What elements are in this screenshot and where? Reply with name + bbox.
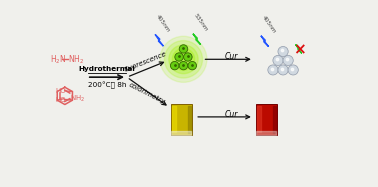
Polygon shape: [155, 34, 163, 46]
Circle shape: [273, 55, 283, 65]
Text: ×: ×: [293, 42, 305, 57]
Circle shape: [188, 62, 197, 70]
Text: fluorescence: fluorescence: [124, 50, 167, 73]
Circle shape: [172, 48, 195, 70]
Text: 200°C， 8h: 200°C， 8h: [88, 82, 126, 89]
Circle shape: [283, 55, 293, 65]
Text: $\mathregular{NH_2}$: $\mathregular{NH_2}$: [68, 53, 85, 66]
Text: 535nm: 535nm: [193, 13, 209, 33]
Text: Hydrothermal: Hydrothermal: [79, 66, 135, 72]
Circle shape: [179, 62, 188, 70]
Text: Cur: Cur: [225, 110, 239, 119]
FancyBboxPatch shape: [170, 104, 192, 135]
Circle shape: [175, 53, 183, 61]
Text: Cur: Cur: [225, 52, 239, 61]
Text: colorimetry: colorimetry: [128, 82, 166, 106]
Circle shape: [278, 47, 288, 56]
Circle shape: [278, 65, 288, 75]
Text: 405nm: 405nm: [155, 14, 171, 33]
Circle shape: [268, 65, 278, 75]
Text: $\mathregular{H_2N}$: $\mathregular{H_2N}$: [50, 53, 66, 66]
Circle shape: [160, 36, 207, 82]
Text: $\mathregular{NH_2}$: $\mathregular{NH_2}$: [70, 94, 85, 104]
Text: HO: HO: [55, 97, 66, 103]
Circle shape: [184, 53, 192, 61]
Polygon shape: [193, 34, 201, 45]
Text: HO: HO: [55, 88, 66, 94]
Polygon shape: [261, 36, 268, 47]
Circle shape: [288, 65, 298, 75]
Circle shape: [179, 45, 188, 53]
Circle shape: [164, 41, 203, 78]
Polygon shape: [296, 45, 302, 53]
FancyBboxPatch shape: [256, 104, 277, 135]
Circle shape: [170, 62, 179, 70]
Text: 405nm: 405nm: [260, 15, 276, 35]
Circle shape: [169, 45, 198, 74]
